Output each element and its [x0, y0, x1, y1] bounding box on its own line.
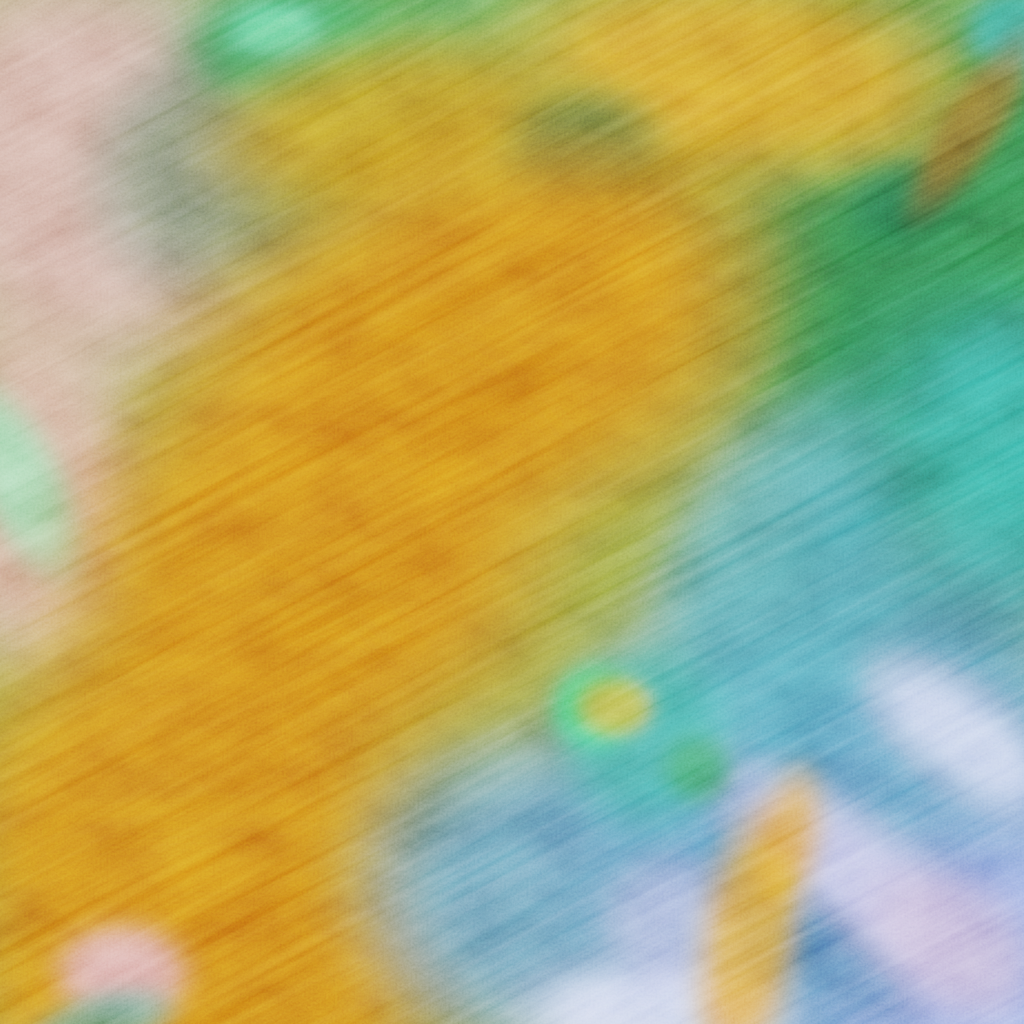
region-periwinkle-corner — [788, 778, 1024, 1024]
region-blue-wedge-center-right — [578, 329, 978, 859]
region-orange-plume-core-mid — [0, 247, 666, 899]
region-teal-right-edge — [890, 286, 1024, 615]
region-teal-corner-top-right — [957, 0, 1024, 88]
region-orange-flame-streak — [670, 782, 825, 1024]
region-amber-top-band — [446, 0, 1024, 232]
region-lavender-streak-upper — [818, 607, 1024, 867]
region-yellow-olive-blob — [568, 670, 661, 743]
region-bright-green-blob — [542, 655, 646, 758]
region-lavender-streak-main — [649, 695, 1024, 1024]
region-dark-green-streaks-top-left — [7, 0, 443, 379]
region-dark-green-blob-top-right — [834, 153, 968, 256]
region-salmon-left-edge — [0, 276, 164, 707]
region-dark-green-blob-top — [480, 67, 687, 241]
region-mint-tuft-top-center — [220, 0, 333, 67]
region-pink-patch-bottom-left — [46, 916, 200, 1024]
region-orange-arm-top — [160, 0, 618, 257]
region-pink-haze-top-left — [0, 0, 404, 499]
region-lavender-bottom-edge — [491, 947, 820, 1024]
region-orange-flame-streak-upper — [735, 747, 842, 933]
region-lavender-patch — [588, 844, 763, 999]
region-orange-plume-core-lower — [0, 529, 504, 1024]
region-teal-blob-center-bottom — [547, 629, 743, 845]
region-rust-streaks-top-right — [871, 0, 1024, 255]
region-blue-cirrus-bottom-right — [394, 393, 1024, 1024]
region-green-top-center — [163, 0, 410, 118]
region-green-right-band — [728, 215, 1024, 768]
region-orange-plume-bottom-left — [0, 829, 512, 1024]
region-navy-streak — [664, 801, 975, 1024]
region-mint-streaks-left — [0, 339, 129, 623]
region-blue-bottom-center — [297, 668, 829, 1024]
region-orange-plume-core-upper — [29, 0, 913, 718]
region-teal-streak-bottom-left — [9, 968, 196, 1024]
region-green-top-strip — [0, 0, 932, 164]
region-green-blob-lower — [655, 727, 738, 809]
region-pink-lavender-corner — [813, 808, 1024, 1024]
region-green-top-right — [549, 0, 1024, 624]
